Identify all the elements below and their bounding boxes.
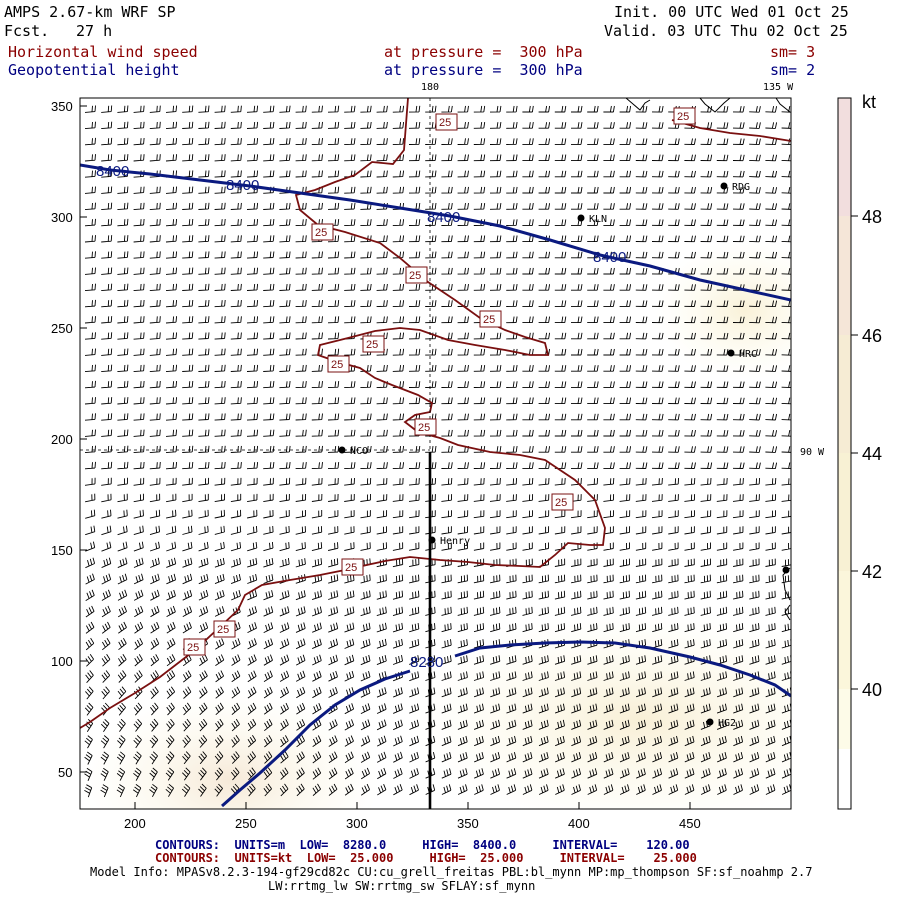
- contours-height-info: CONTOURS: UNITS=m LOW= 8280.0 HIGH= 8400…: [155, 838, 690, 852]
- forecast-label: Fcst.: [4, 22, 50, 40]
- height-contour-label: 8400: [226, 177, 259, 194]
- wind-contour-label: 25: [345, 562, 357, 574]
- init-time: Init. 00 UTC Wed 01 Oct 25: [614, 3, 849, 21]
- wind-contour-label: 25: [409, 270, 421, 282]
- model-title: AMPS 2.67-km WRF SP: [4, 3, 176, 21]
- wind-contour-label-box: [405, 266, 428, 284]
- colorbar-tick-label: 48: [862, 207, 882, 227]
- height-contour-8280-west: [221, 669, 411, 808]
- colorbar-tick-label: 44: [862, 444, 882, 464]
- station-marker: [706, 718, 714, 726]
- station-label-kln: KLN: [589, 214, 607, 225]
- colorbar-unit: kt: [862, 92, 876, 112]
- wind-contour-label-box: [479, 310, 502, 328]
- wind-contour-label-box: [213, 620, 236, 638]
- wind-contour-label: 25: [315, 227, 327, 239]
- colorbar-tick-label: 40: [862, 680, 882, 700]
- speed-max-shading-se: [410, 610, 791, 809]
- coastline: [625, 98, 791, 621]
- wind-contour-label-box: [311, 223, 334, 241]
- wind-contour-label: 25: [483, 314, 495, 326]
- station-marker: [428, 536, 436, 544]
- lon-label-180: 180: [421, 82, 439, 93]
- station-label-hg2: HG2: [718, 718, 736, 729]
- wind-contour-label: 25: [366, 339, 378, 351]
- x-tick-label: 450: [679, 816, 701, 831]
- wind-contour-label-box: [673, 107, 696, 125]
- colorbar-segment: [838, 98, 851, 216]
- x-tick-label: 400: [568, 816, 590, 831]
- contours-wind-info: CONTOURS: UNITS=kt LOW= 25.000 HIGH= 25.…: [155, 851, 697, 865]
- x-tick-label: 300: [346, 816, 368, 831]
- height-contour-label: 8400: [427, 209, 460, 226]
- y-tick-label: 100: [51, 654, 73, 669]
- x-tick-label: 350: [457, 816, 479, 831]
- colorbar-segment: [838, 216, 851, 335]
- wind-contour-label: 25: [187, 642, 199, 654]
- wind-contour-label: 25: [439, 117, 451, 129]
- y-tick-label: 150: [51, 543, 73, 558]
- colorbar-segment: [838, 453, 851, 571]
- speed-max-shading-ne: [655, 240, 791, 380]
- wind-contour-label-box: [362, 335, 385, 353]
- y-tick-label: 50: [58, 765, 72, 780]
- field2-smoothing: sm= 2: [770, 61, 816, 79]
- wind-contour-label-box: [435, 113, 458, 131]
- height-contour-label: 8400: [96, 163, 129, 180]
- wind-barb-field: [84, 105, 791, 798]
- station-marker: [782, 566, 790, 574]
- wind-contour-label-box: [341, 558, 364, 576]
- wind-contour-label: 25: [677, 111, 689, 123]
- wind-contour-label-box: [327, 355, 350, 373]
- y-tick-label: 200: [51, 432, 73, 447]
- plot-frame: [79, 97, 792, 810]
- field1-level: at pressure = 300 hPa: [384, 43, 583, 61]
- station-label-rdg: RDG: [732, 182, 750, 193]
- height-contour-8280-east: [454, 640, 791, 698]
- wind-contour-label: 25: [331, 359, 343, 371]
- model-info: Model Info: MPASv8.2.3-194-gf29cd82c CU:…: [90, 865, 813, 879]
- colorbar-tick-label: 42: [862, 562, 882, 582]
- lon-label-135w: 135 W: [763, 82, 794, 93]
- colorbar-segment: [838, 749, 851, 809]
- height-contour-label: 8280: [410, 654, 443, 671]
- axis-ticks: [80, 105, 691, 809]
- station-marker: [577, 214, 585, 222]
- height-contour-8400: [80, 163, 791, 302]
- wind-speed-contour-ne: [671, 119, 791, 142]
- wind-barbs: [84, 105, 791, 798]
- forecast-hour: 27 h: [76, 22, 113, 40]
- y-tick-label: 300: [51, 210, 73, 225]
- wind-contour-label: 25: [217, 624, 229, 636]
- field2-level: at pressure = 300 hPa: [384, 61, 583, 79]
- station-label-nco: NCO: [350, 446, 368, 457]
- wind-contour-label-box: [551, 493, 574, 511]
- station-marker: [727, 349, 735, 357]
- field2-name: Geopotential height: [8, 61, 180, 79]
- lon-label-90w: 90 W: [800, 447, 825, 458]
- station-marker: [338, 446, 346, 454]
- colorbar-tick-label: 46: [862, 326, 882, 346]
- station-label-henry: Henry: [440, 536, 470, 547]
- y-tick-label: 250: [51, 321, 73, 336]
- y-tick-label: 350: [51, 99, 73, 114]
- wind-contour-label: 25: [555, 497, 567, 509]
- wind-contour-label-box: [183, 638, 206, 656]
- model-info-physics: LW:rrtmg_lw SW:rrtmg_sw SFLAY:sf_mynn: [268, 879, 536, 893]
- x-tick-label: 250: [235, 816, 257, 831]
- field1-name: Horizontal wind speed: [8, 43, 198, 61]
- x-tick-label: 200: [124, 816, 146, 831]
- colorbar-segment: [838, 571, 851, 689]
- height-contour-label: 8400: [593, 249, 626, 266]
- colorbar-segment: [838, 689, 851, 749]
- wind-contour-label-box: [414, 418, 437, 436]
- wind-contour-label: 25: [418, 422, 430, 434]
- colorbar-segment: [838, 335, 851, 453]
- field1-smoothing: sm= 3: [770, 43, 816, 61]
- station-label-hrc: HRC: [739, 349, 757, 360]
- valid-time: Valid. 03 UTC Thu 02 Oct 25: [604, 22, 848, 40]
- color-bar: kt 48 46 44 42 40: [837, 92, 882, 810]
- station-marker: [720, 182, 728, 190]
